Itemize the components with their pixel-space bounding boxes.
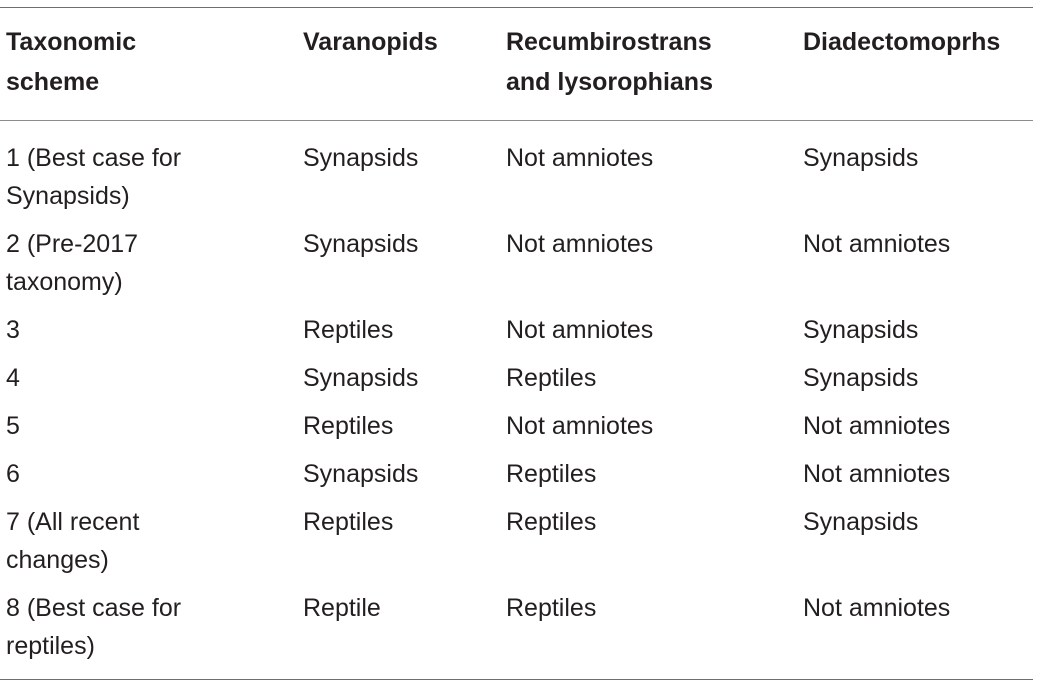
header-line: Diadectomoprhs (803, 28, 1001, 56)
cell-recumbirostrans: Not amniotes (506, 144, 654, 172)
taxonomy-table-container: Taxonomic scheme Varanopids Recumbirostr… (0, 7, 1033, 680)
cell-varanopids: Reptiles (303, 316, 394, 344)
table-row: 8 (Best case for reptiles) Reptile Reptiles… (0, 589, 1033, 679)
cell-line: 4 (6, 364, 20, 392)
cell-recumbirostrans: Not amniotes (506, 230, 654, 258)
table-row: 1 (Best case for Synapsids) Synapsids Not a… (0, 121, 1033, 225)
table-row: 5 Reptiles Not amniotes Not amniotes (0, 407, 1033, 455)
cell-diadectomorphs: Synapsids (803, 144, 919, 172)
cell-recumbirostrans: Reptiles (506, 508, 597, 536)
cell-varanopids: Synapsids (303, 460, 419, 488)
cell-taxonomic-scheme: 8 (Best case for reptiles) (0, 589, 297, 679)
table-row: 3 Reptiles Not amniotes Synapsids (0, 311, 1033, 359)
header-line: Varanopids (303, 28, 438, 56)
cell-varanopids: Reptiles (303, 508, 394, 536)
cell-line: 8 (Best case for (6, 594, 182, 622)
cell-recumbirostrans: Reptiles (506, 364, 597, 392)
cell-varanopids: Reptiles (303, 412, 394, 440)
cell-line: taxonomy) (6, 268, 123, 296)
header-taxonomic-scheme: Taxonomic scheme (0, 8, 297, 120)
cell-varanopids: Synapsids (303, 144, 419, 172)
cell-taxonomic-scheme: 7 (All recent changes) (0, 503, 297, 589)
table-row: 6 Synapsids Reptiles Not amniotes (0, 455, 1033, 503)
header-line: Recumbirostrans (506, 28, 712, 56)
table-body: 1 (Best case for Synapsids) Synapsids Not a… (0, 121, 1033, 679)
cell-line: reptiles) (6, 632, 95, 660)
table-top-rule (0, 7, 1033, 8)
taxonomy-table-body: 1 (Best case for Synapsids) Synapsids Not a… (0, 121, 1033, 679)
cell-taxonomic-scheme: 5 (0, 407, 297, 455)
header-diadectomorphs: Diadectomoprhs (797, 8, 1033, 120)
header-recumbirostrans: Recumbirostrans and lysorophians (500, 8, 797, 120)
cell-diadectomorphs: Not amniotes (803, 460, 951, 488)
table-row: 2 (Pre-2017 taxonomy) Synapsids Not amniote… (0, 225, 1033, 311)
cell-diadectomorphs: Synapsids (803, 508, 919, 536)
cell-diadectomorphs: Not amniotes (803, 230, 951, 258)
cell-taxonomic-scheme: 4 (0, 359, 297, 407)
cell-taxonomic-scheme: 2 (Pre-2017 taxonomy) (0, 225, 297, 311)
cell-line: 2 (Pre-2017 (6, 230, 139, 258)
cell-varanopids: Reptile (303, 594, 381, 622)
table-row: 4 Synapsids Reptiles Synapsids (0, 359, 1033, 407)
header-varanopids: Varanopids (297, 8, 500, 120)
cell-taxonomic-scheme: 6 (0, 455, 297, 503)
cell-line: 1 (Best case for (6, 144, 182, 172)
cell-varanopids: Synapsids (303, 230, 419, 258)
cell-taxonomic-scheme: 3 (0, 311, 297, 359)
header-line: scheme (6, 68, 100, 96)
table-bottom-rule (0, 679, 1033, 680)
cell-recumbirostrans: Reptiles (506, 460, 597, 488)
cell-varanopids: Synapsids (303, 364, 419, 392)
cell-diadectomorphs: Not amniotes (803, 594, 951, 622)
taxonomy-table: Taxonomic scheme Varanopids Recumbirostr… (0, 8, 1033, 120)
cell-line: changes) (6, 546, 109, 574)
cell-diadectomorphs: Synapsids (803, 364, 919, 392)
cell-diadectomorphs: Synapsids (803, 316, 919, 344)
table-header: Taxonomic scheme Varanopids Recumbirostr… (0, 8, 1033, 120)
cell-diadectomorphs: Not amniotes (803, 412, 951, 440)
table-row: 7 (All recent changes) Reptiles Reptiles Syn… (0, 503, 1033, 589)
header-line: Taxonomic (6, 28, 137, 56)
cell-recumbirostrans: Not amniotes (506, 412, 654, 440)
header-row: Taxonomic scheme Varanopids Recumbirostr… (0, 8, 1033, 120)
cell-recumbirostrans: Not amniotes (506, 316, 654, 344)
cell-line: Synapsids) (6, 182, 130, 210)
cell-taxonomic-scheme: 1 (Best case for Synapsids) (0, 121, 297, 225)
cell-line: 5 (6, 412, 20, 440)
cell-recumbirostrans: Reptiles (506, 594, 597, 622)
header-line: and lysorophians (506, 68, 713, 96)
cell-line: 7 (All recent (6, 508, 140, 536)
cell-line: 3 (6, 316, 20, 344)
cell-line: 6 (6, 460, 20, 488)
header-bottom-rule (0, 120, 1033, 121)
